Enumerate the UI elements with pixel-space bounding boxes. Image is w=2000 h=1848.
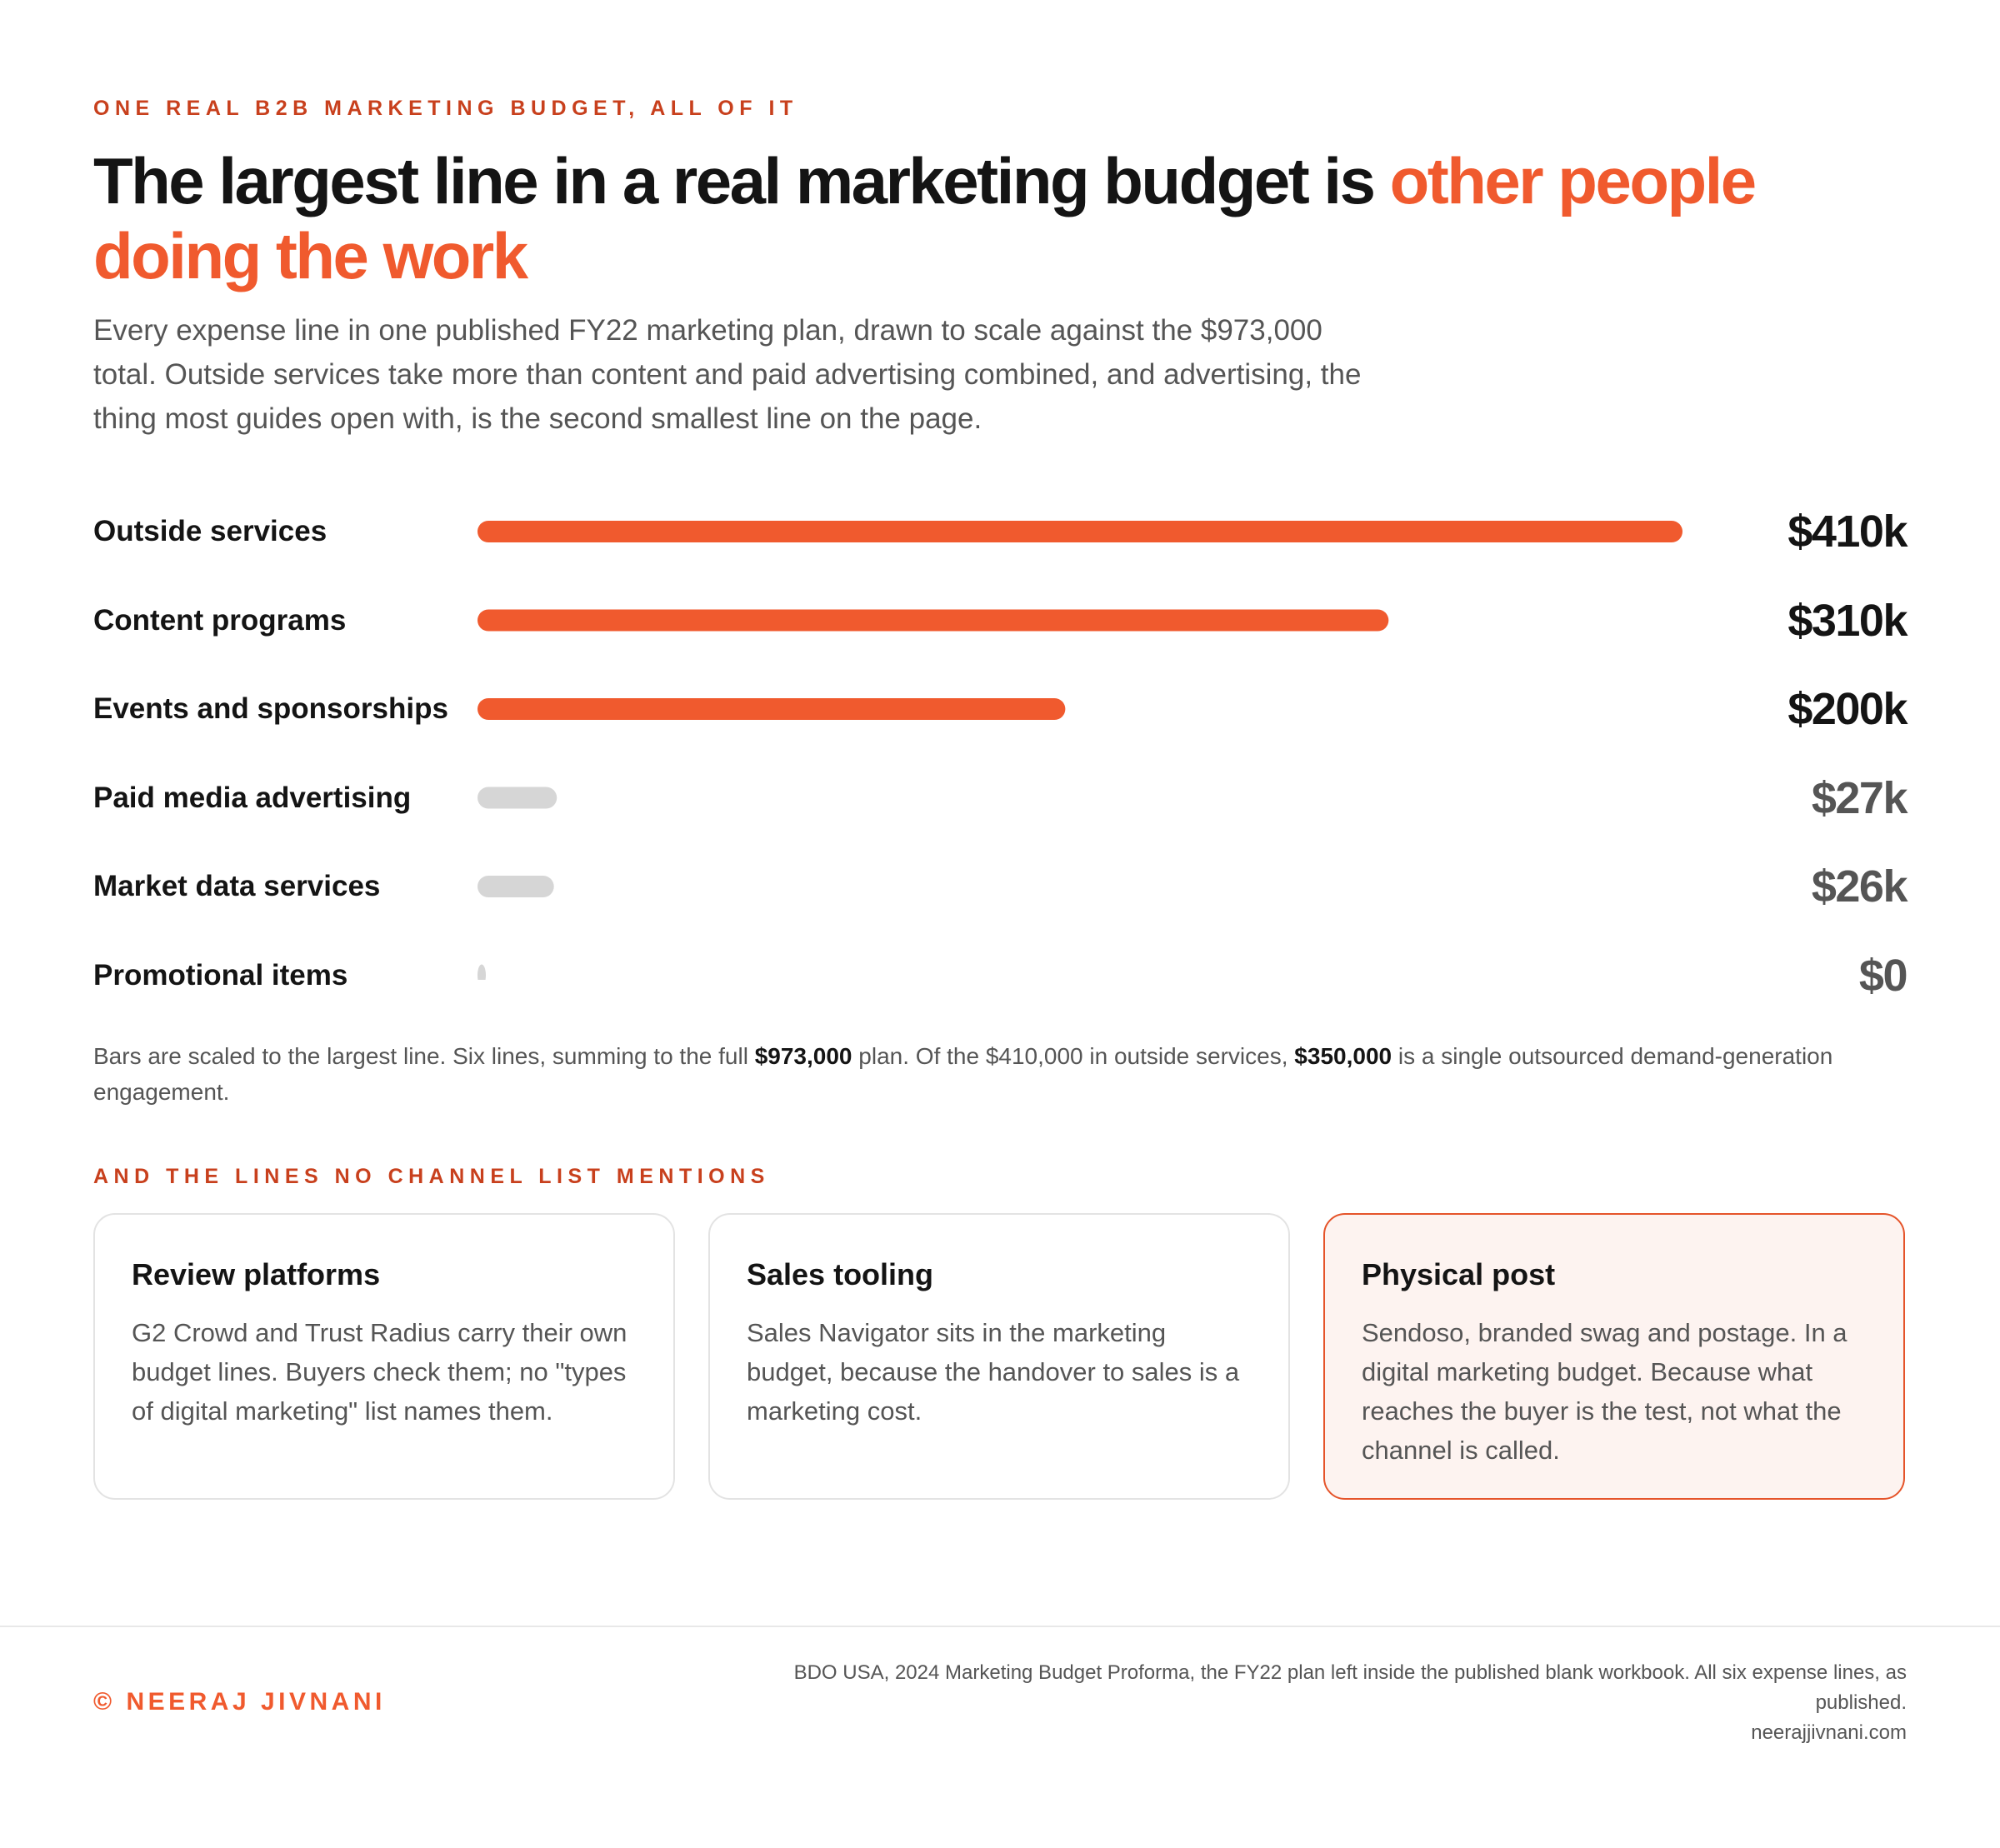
card-title: Review platforms <box>132 1257 381 1291</box>
bar-value-label: $310k <box>1788 595 1908 646</box>
title-main: The largest line in a real marketing bud… <box>93 144 1390 217</box>
bar-value-label: $0 <box>1858 950 1908 1001</box>
note-part-1: Bars are scaled to the largest line. Six… <box>93 1043 755 1069</box>
bar-value-label: $410k <box>1788 507 1908 557</box>
section-eyebrow: AND THE LINES NO CHANNEL LIST MENTIONS <box>93 1165 770 1188</box>
bar-events-and-sponsorships <box>478 698 1066 720</box>
subtitle: Every expense line in one published FY22… <box>93 314 1362 435</box>
note-demand-gen: $350,000 <box>1294 1043 1392 1069</box>
bar-paid-media-advertising <box>478 787 558 809</box>
source-note: BDO USA, 2024 Marketing Budget Proforma,… <box>793 1661 1907 1714</box>
card-title: Physical post <box>1362 1257 1556 1291</box>
chart-note: Bars are scaled to the largest line. Six… <box>93 1038 1910 1110</box>
card-title: Sales tooling <box>747 1257 934 1291</box>
note-total: $973,000 <box>754 1043 852 1069</box>
bar-market-data-services <box>478 876 554 897</box>
budget-bar-chart: Outside services $410k Content programs $31… <box>93 505 1908 1001</box>
note-part-3: is a single outsourced demand-generation… <box>93 1043 1833 1105</box>
bar-chart-svg <box>478 521 1682 980</box>
bar-promotional-items <box>478 964 486 980</box>
bar-label: Outside services <box>93 515 328 547</box>
bar-label: Market data services <box>93 870 381 902</box>
card-physical-post: Physical post Sendoso, branded swag and … <box>1323 1213 1905 1500</box>
site-url: neerajjivnani.com <box>1751 1721 1907 1744</box>
bar-label: Promotional items <box>93 958 348 991</box>
card-row: Review platforms G2 Crowd and Trust Radi… <box>93 1213 1907 1500</box>
bar-label: Events and sponsorships <box>93 692 448 725</box>
bar-value-label: $26k <box>1811 862 1908 912</box>
note-part-2: plan. Of the $410,000 in outside service… <box>852 1043 1295 1069</box>
bar-value-label: $200k <box>1788 684 1908 734</box>
card-sales-tooling: Sales tooling Sales Navigator sits in th… <box>708 1213 1290 1500</box>
eyebrow: ONE REAL B2B MARKETING BUDGET, ALL OF IT <box>93 97 798 120</box>
card-body: Sendoso, branded swag and postage. In a … <box>1362 1318 1848 1465</box>
title-accent: other people doing the work <box>93 144 1757 292</box>
page-title: The largest line in a real marketing bud… <box>93 143 1885 293</box>
bar-outside-services <box>478 521 1682 542</box>
bar-label: Content programs <box>93 603 347 637</box>
card-body: Sales Navigator sits in the marketing bu… <box>747 1318 1240 1426</box>
card-review-platforms: Review platforms G2 Crowd and Trust Radi… <box>93 1213 675 1500</box>
bar-content-programs <box>478 609 1389 632</box>
bar-label: Paid media advertising <box>93 781 412 814</box>
copyright: © NEERAJ JIVNANI <box>93 1688 386 1716</box>
card-body: G2 Crowd and Trust Radius carry their ow… <box>132 1318 628 1426</box>
footer-divider <box>0 1626 2000 1627</box>
bar-value-label: $27k <box>1811 772 1908 823</box>
